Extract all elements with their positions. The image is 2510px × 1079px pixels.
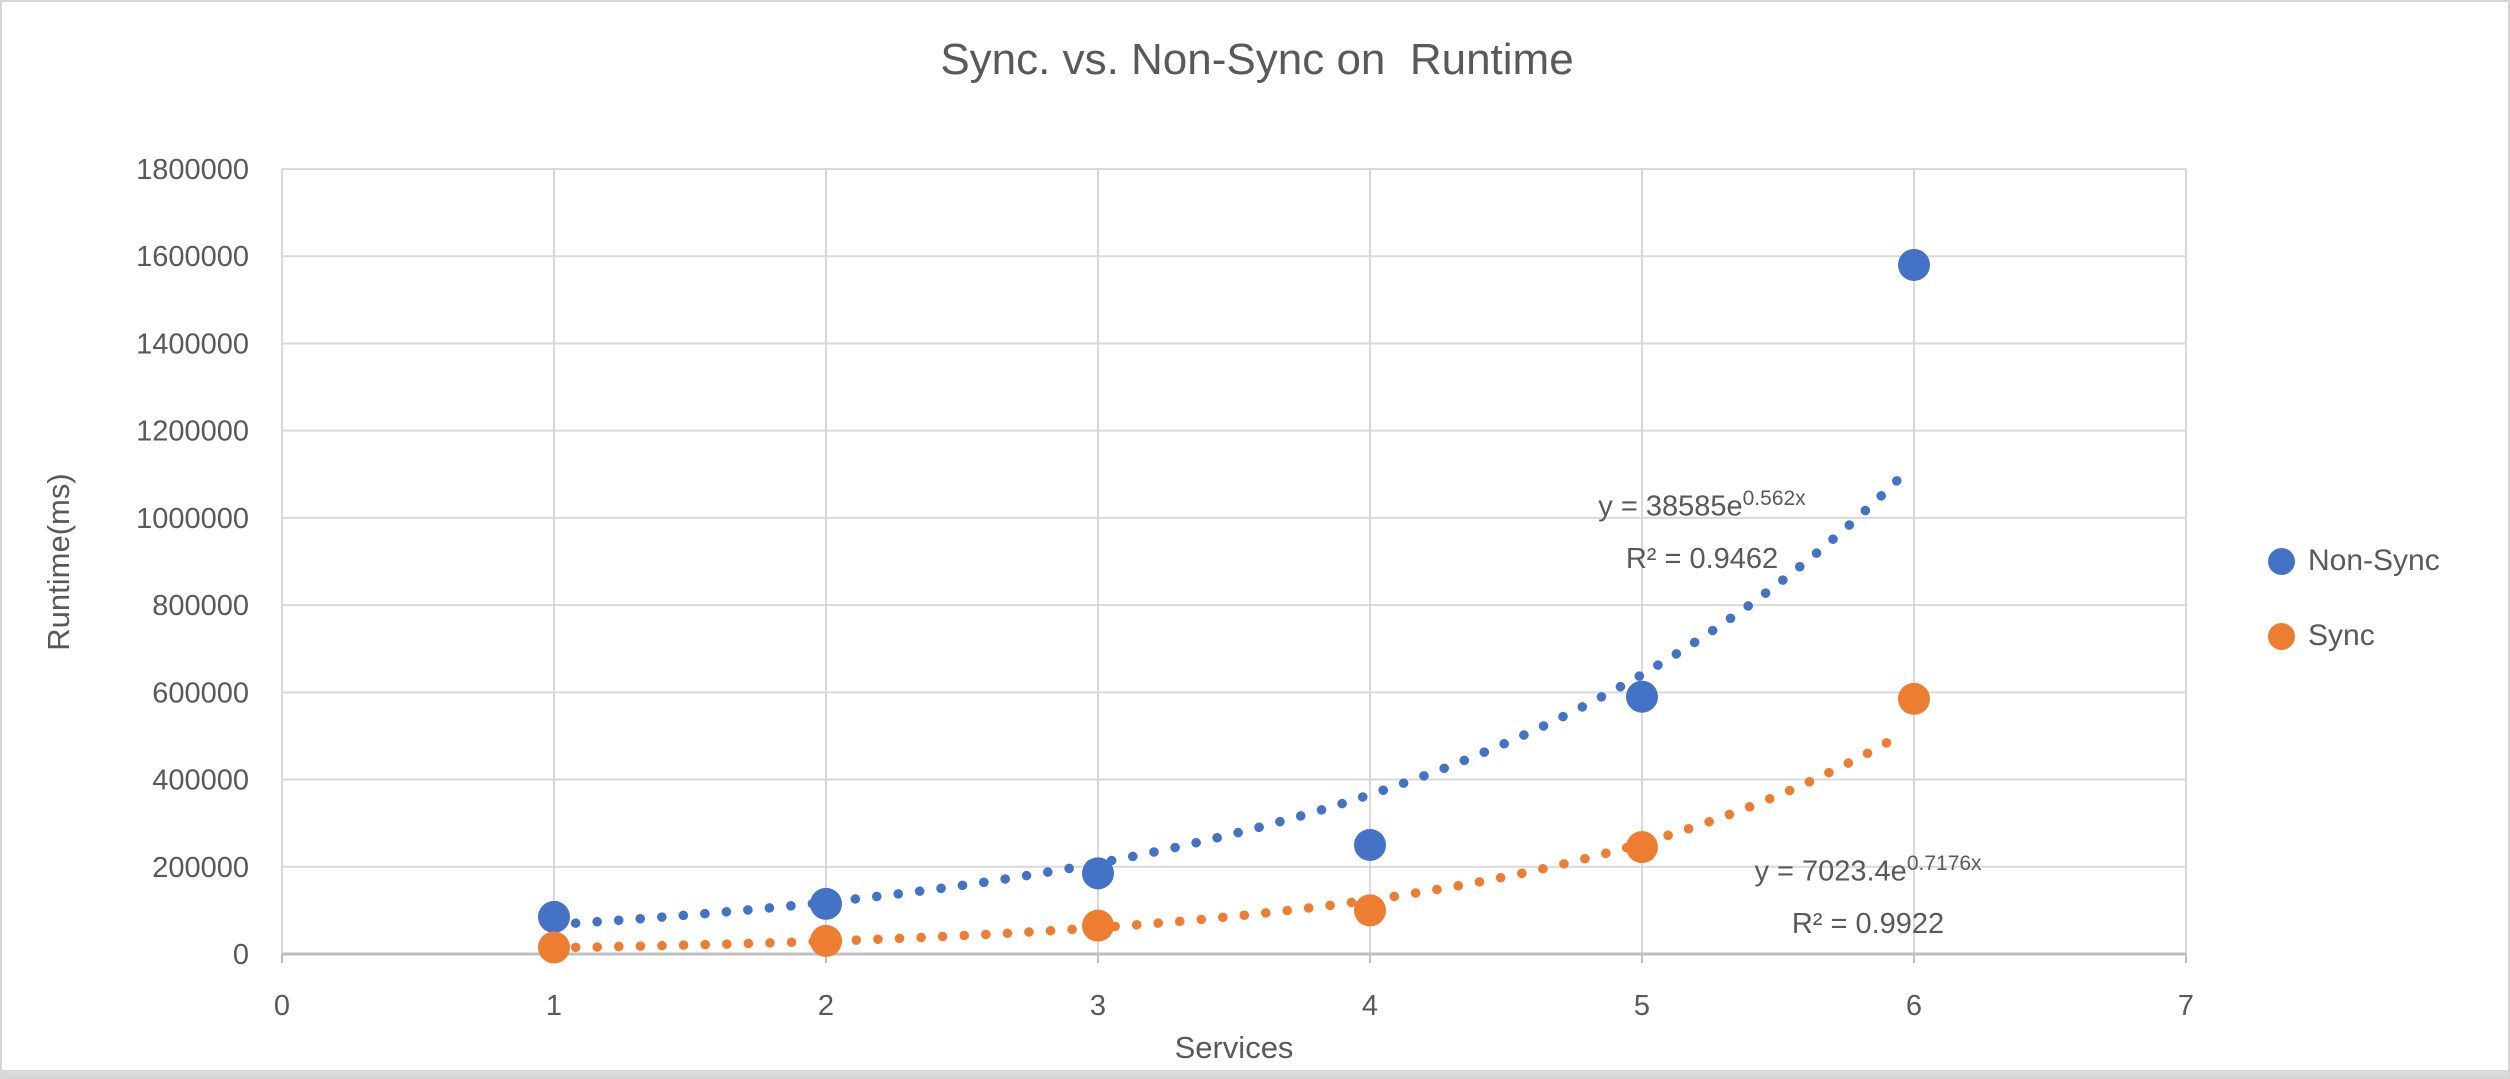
sync-trendline-equation: y = 7023.4e0.7176x R² = 0.9922 — [1754, 838, 1981, 950]
data-point-nonsync — [1626, 680, 1658, 713]
sync-r-squared: R² = 0.9922 — [1791, 907, 1945, 940]
y-tick-label: 200000 — [152, 852, 249, 884]
x-tick-label: 4 — [1362, 990, 1378, 1022]
data-point-nonsync — [1082, 857, 1114, 890]
data-point-nonsync — [1354, 828, 1386, 861]
nonsync-r-squared: R² = 0.9462 — [1625, 542, 1779, 575]
trendline-sync — [549, 730, 1906, 953]
y-tick-label: 1000000 — [136, 503, 249, 535]
data-point-sync — [1082, 909, 1114, 942]
x-tick-label: 2 — [818, 990, 834, 1022]
data-point-sync — [1354, 894, 1386, 927]
data-point-nonsync — [538, 900, 570, 933]
data-point-sync — [1626, 831, 1658, 864]
legend-label-nonsync: Non-Sync — [2308, 544, 2440, 577]
data-point-nonsync — [810, 887, 842, 920]
data-point-sync — [1898, 682, 1930, 715]
nonsync-legend-marker-icon — [2268, 547, 2295, 575]
data-point-nonsync — [1898, 248, 1930, 281]
x-tick-label: 7 — [2178, 990, 2194, 1022]
y-tick-label: 1600000 — [136, 241, 249, 273]
x-tick-label: 5 — [1634, 990, 1650, 1022]
legend: Non-Sync Sync — [2268, 544, 2440, 653]
trendline-nonsync — [549, 472, 1906, 930]
y-tick-label: 0 — [233, 939, 249, 971]
y-tick-label: 1200000 — [136, 416, 249, 448]
x-tick-label: 1 — [546, 990, 562, 1022]
nonsync-trendline-equation: y = 38585e0.562x R² = 0.9462 — [1598, 473, 1805, 585]
legend-item-nonsync: Non-Sync — [2268, 544, 2440, 578]
sync-equation-line: y = 7023.4e0.7176x — [1754, 852, 1982, 888]
sync-legend-marker-icon — [2268, 622, 2295, 650]
y-axis-title: Runtime(ms) — [41, 473, 76, 651]
x-tick-label: 3 — [1090, 990, 1106, 1022]
y-tick-label: 600000 — [152, 677, 249, 709]
chart-title: Sync. vs. Non-Sync on Runtime — [940, 35, 1574, 84]
legend-label-sync: Sync — [2308, 619, 2375, 652]
data-point-sync — [810, 924, 842, 957]
x-tick-label: 6 — [1906, 990, 1922, 1022]
legend-item-sync: Sync — [2268, 619, 2440, 653]
y-tick-label: 400000 — [152, 765, 249, 797]
y-tick-label: 800000 — [152, 590, 249, 622]
x-axis-title: Services — [1174, 1030, 1294, 1065]
x-tick-label: 0 — [274, 990, 290, 1022]
window-bottom-edge — [2, 1070, 2508, 1077]
nonsync-equation-line: y = 38585e0.562x — [1598, 487, 1806, 523]
y-tick-label: 1400000 — [136, 328, 249, 360]
data-point-sync — [538, 931, 570, 964]
y-tick-label: 1800000 — [136, 154, 249, 186]
